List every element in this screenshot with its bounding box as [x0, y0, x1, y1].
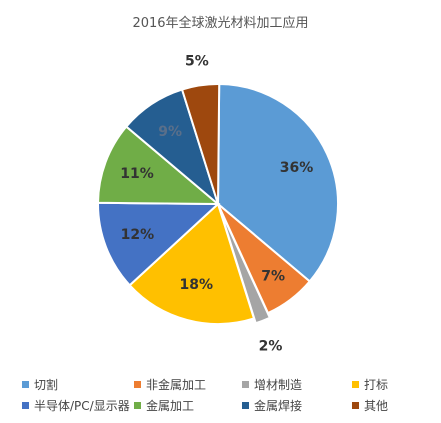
- slice-data-label: 5%: [185, 54, 209, 70]
- legend-label: 金属焊接: [254, 399, 303, 413]
- legend-swatch: [22, 381, 29, 388]
- slice-data-label: 18%: [180, 277, 214, 293]
- slice-data-label: 9%: [158, 124, 182, 140]
- legend-item: 打标: [352, 376, 432, 393]
- pie-slice-1: [216, 82, 339, 283]
- legend-label: 增材制造: [254, 378, 303, 392]
- slice-data-label: 36%: [280, 160, 314, 176]
- legend-swatch: [134, 402, 141, 409]
- legend-label: 金属加工: [146, 399, 195, 413]
- slice-data-label: 7%: [261, 269, 285, 285]
- pie-slice-4: [128, 202, 256, 325]
- legend-label: 切割: [34, 378, 59, 392]
- legend-label: 半导体/PC/显示器: [34, 399, 130, 413]
- pie-chart: 36% 7% 2% 18% 12% 11% 9% 5%: [96, 54, 339, 355]
- legend-item: 增材制造: [242, 376, 352, 393]
- legend-label: 非金属加工: [146, 378, 207, 392]
- legend-swatch: [242, 402, 249, 409]
- pie-slice-3: [218, 208, 272, 325]
- chart-title: 2016年全球激光材料加工应用: [132, 16, 309, 31]
- pie-slices: [96, 82, 339, 325]
- legend-label: 其他: [364, 399, 389, 413]
- legend-swatch: [134, 381, 141, 388]
- legend-swatch: [352, 402, 359, 409]
- legend-swatch: [22, 402, 29, 409]
- chart-legend: 切割 非金属加工 增材制造 打标半导体/PC/显示器 金属加工 金属焊接 其他: [22, 376, 432, 414]
- slice-data-label: 12%: [121, 227, 155, 243]
- legend-item: 金属加工: [134, 397, 242, 414]
- legend-swatch: [242, 381, 249, 388]
- pie-labels: 36% 7% 2% 18% 12% 11% 9% 5%: [120, 54, 313, 355]
- slice-data-label: 11%: [120, 166, 154, 182]
- legend-item: 其他: [352, 397, 432, 414]
- legend-label: 打标: [364, 378, 389, 392]
- pie-slice-6: [96, 125, 221, 206]
- pie-slice-5: [97, 201, 221, 287]
- legend-swatch: [352, 381, 359, 388]
- slice-data-label: 2%: [259, 339, 283, 355]
- pie-slice-8: [180, 83, 221, 205]
- legend-item: 切割: [22, 376, 134, 393]
- legend-item: 半导体/PC/显示器: [22, 397, 134, 414]
- legend-item: 金属焊接: [242, 397, 352, 414]
- legend-item: 非金属加工: [134, 376, 242, 393]
